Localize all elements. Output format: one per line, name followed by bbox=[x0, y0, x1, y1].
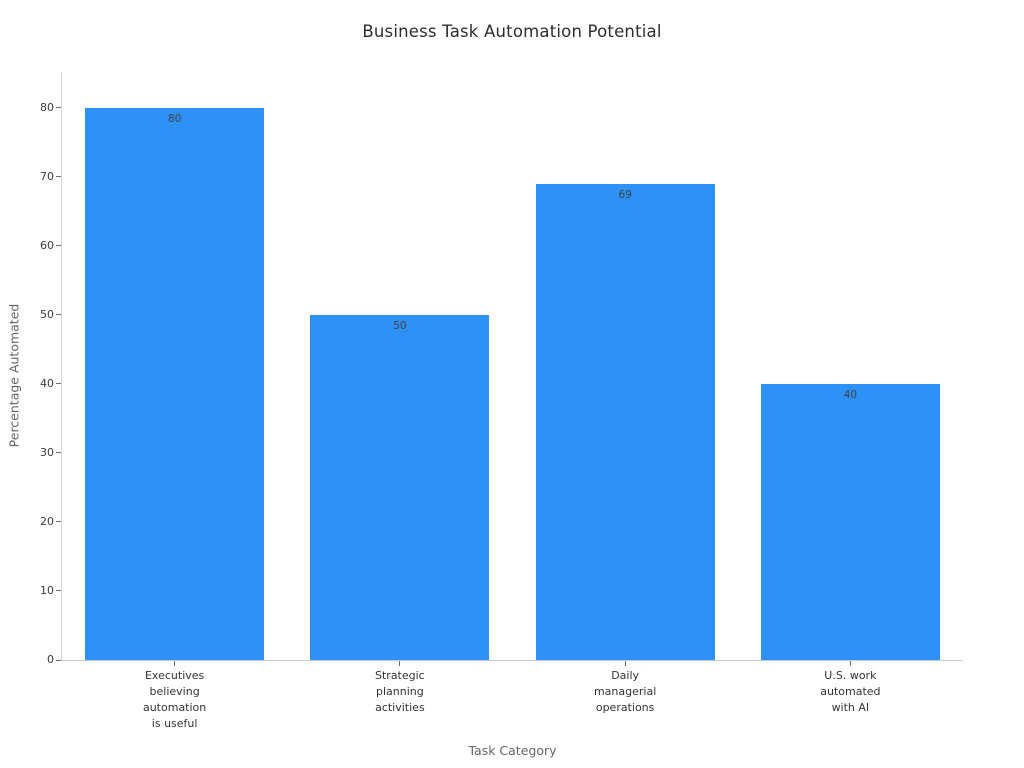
y-axis-tick-label: 40 bbox=[40, 376, 54, 390]
y-axis-tick bbox=[56, 659, 61, 661]
y-axis-tick bbox=[56, 452, 61, 454]
x-axis-line bbox=[61, 660, 963, 661]
y-axis-tick bbox=[56, 383, 61, 385]
chart-title: Business Task Automation Potential bbox=[362, 22, 662, 41]
x-axis-tick bbox=[624, 661, 626, 666]
bar bbox=[85, 107, 265, 660]
y-axis-tick bbox=[56, 245, 61, 247]
y-axis-tick-label: 10 bbox=[40, 583, 54, 597]
y-axis-tick-label: 20 bbox=[40, 514, 54, 528]
y-axis-tick-label: 80 bbox=[40, 100, 54, 114]
x-axis-category-label: U.S. work automated with AI bbox=[820, 669, 881, 714]
y-axis-tick bbox=[56, 176, 61, 178]
bar bbox=[535, 183, 715, 660]
y-axis-tick bbox=[56, 521, 61, 523]
bar-value-label: 40 bbox=[843, 388, 858, 401]
plot-area: 0 10 20 30 40 50 60 70 80 80 Executives believing … bbox=[40, 72, 963, 730]
bar-value-label: 69 bbox=[618, 188, 632, 201]
y-axis-line bbox=[61, 72, 62, 660]
bar bbox=[310, 314, 490, 660]
x-axis-category-label: Daily managerial operations bbox=[593, 669, 657, 714]
bar-value-label: 80 bbox=[167, 112, 182, 125]
x-axis-category-label: Strategic planning activities bbox=[375, 669, 425, 714]
y-axis-tick-label: 50 bbox=[40, 307, 54, 321]
y-axis-tick bbox=[56, 590, 61, 592]
x-axis-tick bbox=[849, 661, 851, 666]
y-axis-tick bbox=[56, 314, 61, 316]
y-axis-tick-label: 0 bbox=[47, 653, 54, 666]
y-axis-tick-label: 30 bbox=[40, 445, 54, 459]
x-axis-tick bbox=[174, 661, 176, 666]
y-axis-tick bbox=[56, 107, 61, 109]
bar-value-label: 50 bbox=[393, 319, 407, 332]
bar bbox=[760, 383, 940, 660]
y-axis-tick-label: 70 bbox=[40, 169, 54, 183]
x-axis-tick bbox=[399, 661, 401, 666]
y-axis-tick-label: 60 bbox=[40, 238, 54, 252]
x-axis-category-label: Executives believing automation is usefu… bbox=[142, 669, 207, 730]
x-axis-title: Task Category bbox=[468, 743, 557, 758]
